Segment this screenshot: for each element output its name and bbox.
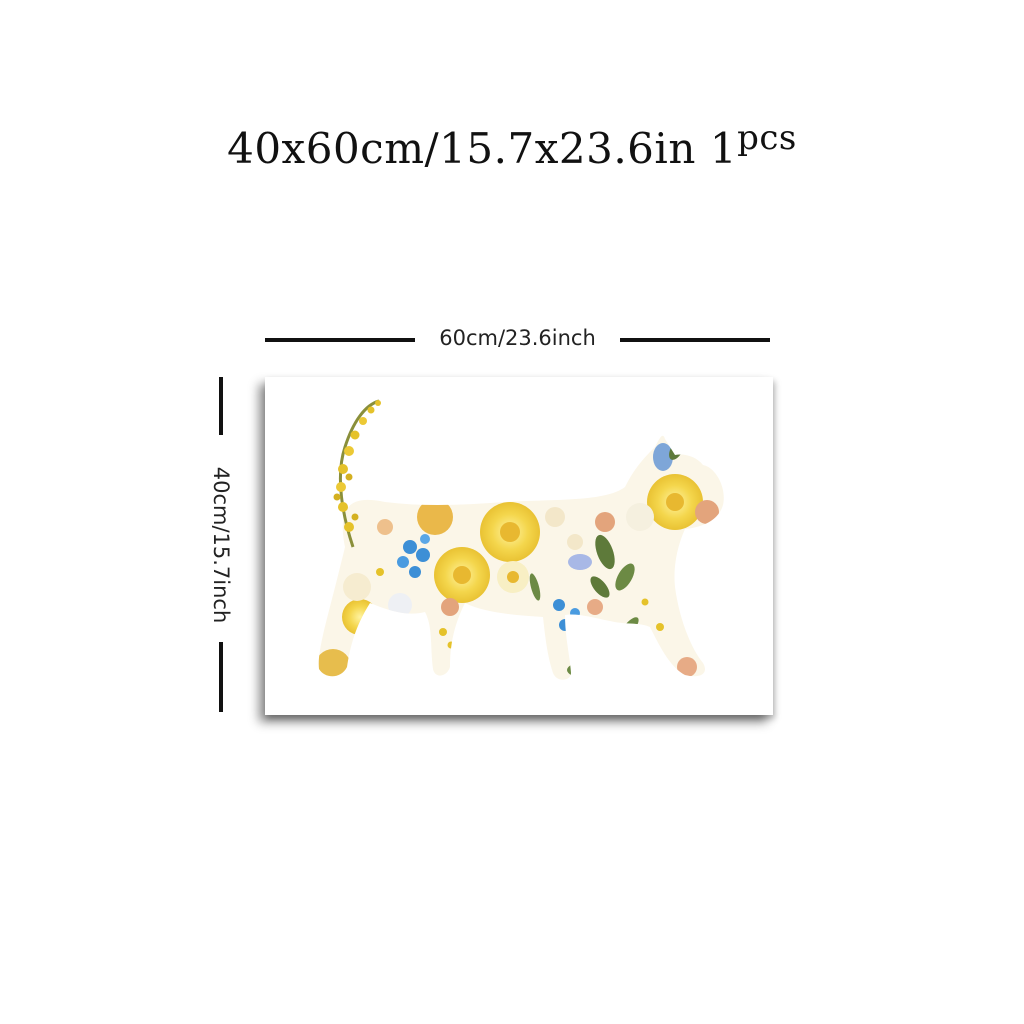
size-title: 40x60cm/15.7x23.6in 1pcs (0, 118, 1024, 173)
height-line-bottom (219, 642, 223, 712)
height-dimension: 40cm/15.7inch (207, 377, 235, 712)
quantity-number: 1 (709, 124, 738, 173)
width-line-left (265, 338, 415, 342)
quantity: 1pcs (709, 118, 797, 173)
width-line-right (620, 338, 770, 342)
cat-tail (333, 399, 381, 548)
width-dimension: 60cm/23.6inch (265, 326, 770, 352)
flower-fill (318, 438, 719, 680)
floral-cat-artwork (318, 399, 724, 680)
quantity-unit: pcs (737, 118, 797, 158)
canvas-print (265, 377, 773, 715)
height-line-top (219, 377, 223, 435)
size-text: 40x60cm/15.7x23.6in (227, 124, 696, 173)
height-label: 40cm/15.7inch (209, 466, 233, 624)
width-label: 60cm/23.6inch (439, 326, 596, 350)
